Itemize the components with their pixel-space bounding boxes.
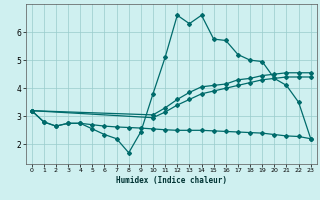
- X-axis label: Humidex (Indice chaleur): Humidex (Indice chaleur): [116, 176, 227, 185]
